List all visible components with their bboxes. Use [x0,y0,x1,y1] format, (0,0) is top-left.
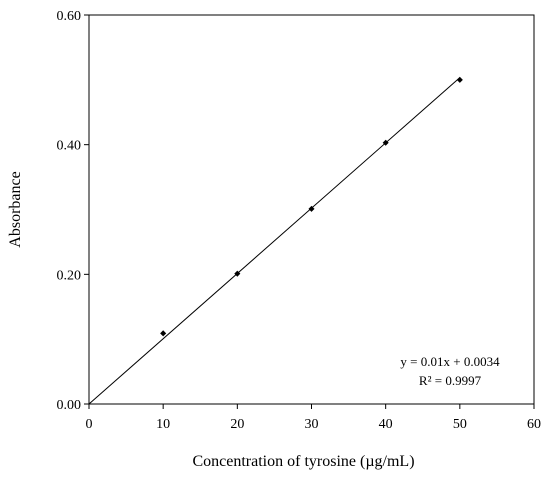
x-tick-label: 10 [156,417,170,432]
x-tick-label: 60 [527,417,541,432]
trend-line [88,77,461,405]
data-point [382,139,389,146]
data-points [160,76,463,337]
x-tick-label: 30 [305,417,319,432]
x-tick-label: 0 [86,417,93,432]
data-point [160,330,167,337]
y-axis-title: Absorbance [7,171,24,247]
y-axis-ticks: 0.00 0.20 0.40 0.60 [57,9,89,413]
data-point [456,76,463,83]
y-tick-label: 0.20 [57,268,82,283]
x-axis-ticks: 0 10 20 30 40 50 60 [86,404,541,432]
equation-label: y = 0.01x + 0.0034 [400,354,500,369]
x-tick-label: 40 [379,417,393,432]
y-tick-label: 0.40 [57,139,82,154]
r-squared-label: R² = 0.9997 [419,373,482,388]
data-point [308,205,315,212]
data-point [234,270,241,277]
y-tick-label: 0.60 [57,9,82,24]
x-axis-title: Concentration of tyrosine (µg/mL) [192,453,414,470]
x-tick-label: 50 [453,417,467,432]
y-tick-label: 0.00 [57,398,82,413]
x-tick-label: 20 [230,417,244,432]
